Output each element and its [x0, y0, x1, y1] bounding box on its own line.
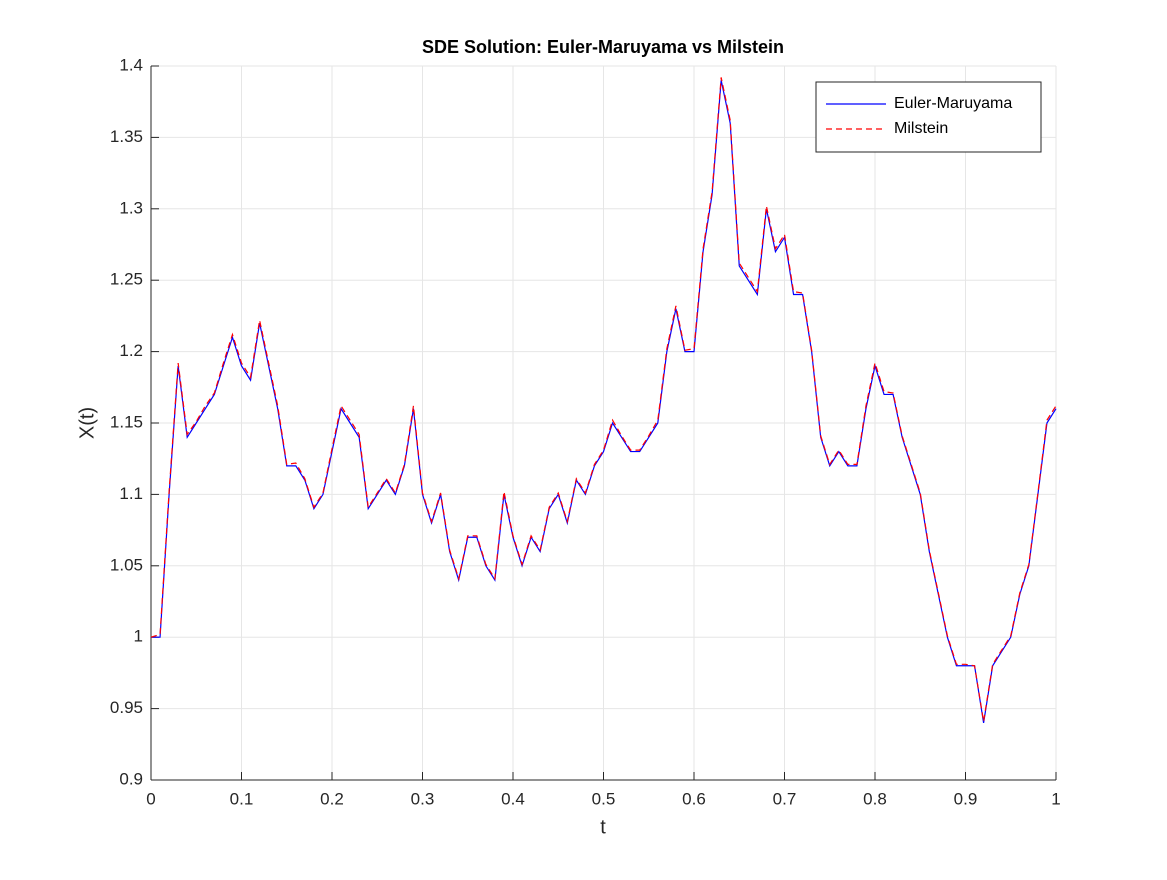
- y-tick-label: 1.1: [119, 484, 143, 503]
- y-tick-label: 1.15: [110, 412, 143, 431]
- x-tick-label: 0.4: [501, 789, 525, 808]
- y-tick-label: 1: [134, 627, 143, 646]
- y-tick-label: 1.35: [110, 127, 143, 146]
- x-tick-label: 1: [1051, 789, 1060, 808]
- x-tick-label: 0.1: [230, 789, 254, 808]
- x-axis-label: t: [600, 816, 606, 838]
- x-tick-label: 0: [146, 789, 155, 808]
- legend-box: [815, 81, 1042, 153]
- x-tick-label: 0.8: [863, 789, 887, 808]
- y-tick-label: 1.2: [119, 341, 143, 360]
- y-axis-label: X(t): [76, 407, 98, 439]
- x-tick-label: 0.3: [411, 789, 435, 808]
- y-tick-label: 0.9: [119, 769, 143, 788]
- x-tick-label: 0.6: [682, 789, 706, 808]
- y-tick-label: 1.05: [110, 555, 143, 574]
- x-tick-label: 0.9: [954, 789, 978, 808]
- x-tick-label: 0.2: [320, 789, 344, 808]
- chart-title: SDE Solution: Euler-Maruyama vs Milstein: [422, 37, 784, 57]
- legend-label: Euler-Maruyama: [894, 95, 1012, 112]
- y-tick-label: 1.3: [119, 198, 143, 217]
- y-tick-label: 1.4: [119, 55, 143, 74]
- x-tick-label: 0.5: [592, 789, 616, 808]
- legend-label: Milstein: [894, 120, 948, 137]
- y-tick-label: 0.95: [110, 698, 143, 717]
- y-tick-label: 1.25: [110, 270, 143, 289]
- x-tick-label: 0.7: [773, 789, 797, 808]
